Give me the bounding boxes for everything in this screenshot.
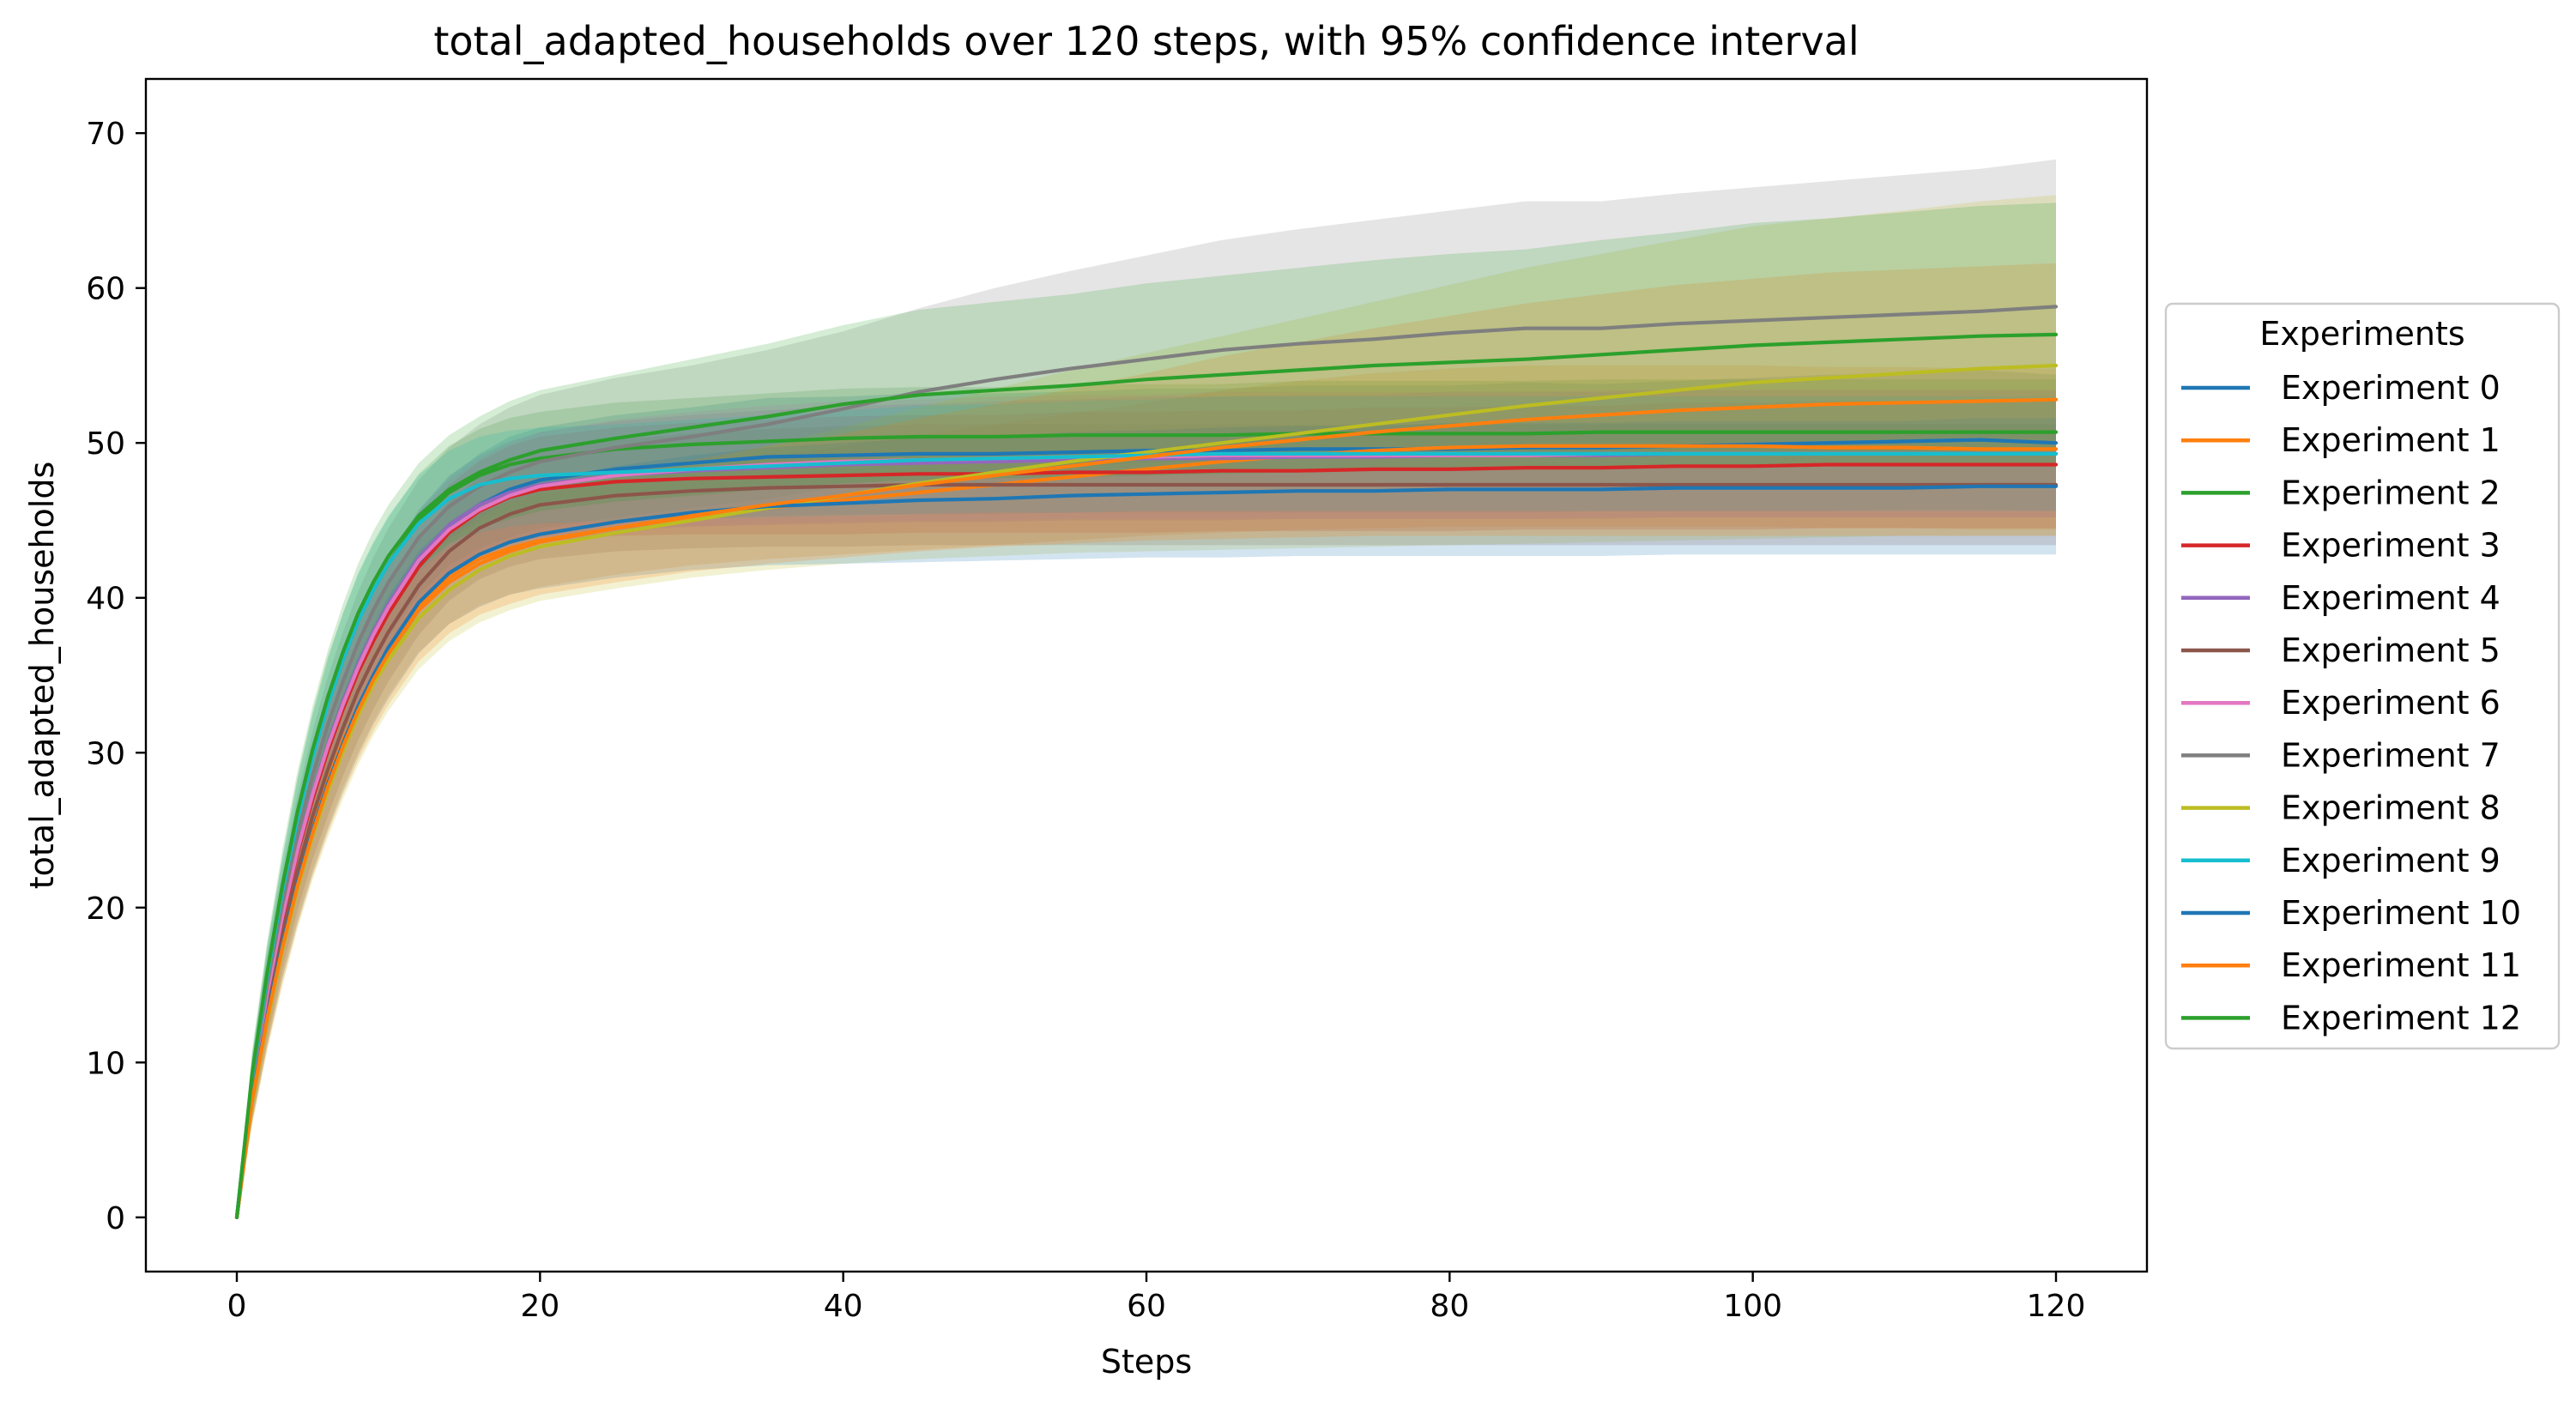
legend-item-experiment-0: Experiment 0 [2181,369,2500,407]
legend-label: Experiment 2 [2281,474,2500,511]
x-axis-label: Steps [1101,1343,1192,1381]
legend-item-experiment-4: Experiment 4 [2181,579,2500,617]
legend-item-experiment-12: Experiment 12 [2181,999,2521,1036]
legend-label: Experiment 0 [2281,369,2500,407]
legend-title: Experiments [2259,315,2464,353]
legend-item-experiment-2: Experiment 2 [2181,474,2500,511]
legend-label: Experiment 3 [2281,527,2500,565]
y-tick-label: 0 [106,1201,125,1236]
legend-item-experiment-10: Experiment 10 [2181,894,2521,932]
legend-item-experiment-8: Experiment 8 [2181,789,2500,827]
legend-item-experiment-7: Experiment 7 [2181,736,2500,774]
experiment-12-line [234,332,2059,1219]
y-axis-ticks: 0 10 20 30 40 50 60 70 [86,117,146,1236]
experiment-3-ci-band [237,401,2056,1218]
x-axis-ticks: 0 20 40 60 80 100 120 [227,1272,2086,1324]
experiment-10-ci-band [237,418,2056,1218]
experiment-4-ci-band [237,390,2056,1218]
experiment-8-ci-band [237,195,2056,1218]
y-tick-label: 20 [86,891,125,927]
legend-item-experiment-1: Experiment 1 [2181,421,2500,459]
legend-label: Experiment 8 [2281,789,2500,827]
x-tick-label: 0 [227,1289,247,1324]
y-tick-label: 60 [86,272,125,307]
x-tick-label: 100 [1723,1289,1782,1324]
legend-label: Experiment 12 [2281,999,2521,1036]
experiment-1-ci-band [237,366,2056,1218]
y-axis-label: total_adapted_households [23,462,61,890]
experiment-9-line [234,451,2059,1219]
chart-title: total_adapted_households over 120 steps,… [433,18,1859,64]
legend-label: Experiment 6 [2281,684,2500,722]
y-tick-label: 50 [86,426,125,462]
legend-item-experiment-5: Experiment 5 [2181,632,2500,669]
legend-label: Experiment 5 [2281,632,2500,669]
legend-item-experiment-11: Experiment 11 [2181,946,2521,984]
x-tick-label: 20 [520,1289,559,1324]
legend-label: Experiment 11 [2281,946,2521,984]
legend-item-experiment-6: Experiment 6 [2181,684,2500,722]
x-tick-label: 60 [1127,1289,1166,1324]
legend-item-experiment-3: Experiment 3 [2181,527,2500,565]
x-tick-label: 80 [1430,1289,1469,1324]
x-tick-label: 40 [824,1289,863,1324]
y-tick-label: 70 [86,117,125,152]
series-lines [234,305,2059,1219]
legend-label: Experiment 7 [2281,736,2500,774]
legend-items: Experiment 0 Experiment 1 Experiment 2 Expe… [2181,369,2521,1036]
experiment-7-ci-band [237,159,2056,1218]
legend-label: Experiment 9 [2281,842,2500,879]
experiment-11-line [234,397,2059,1219]
experiment-5-line [234,482,2059,1219]
legend-item-experiment-9: Experiment 9 [2181,842,2500,879]
legend-label: Experiment 1 [2281,421,2500,459]
x-tick-label: 120 [2027,1289,2086,1324]
y-tick-label: 40 [86,582,125,617]
legend-label: Experiment 10 [2281,894,2521,932]
y-tick-label: 30 [86,736,125,771]
experiment-11-ci-band [237,263,2056,1218]
experiment-5-ci-band [237,424,2056,1218]
experiment-9-ci-band [237,396,2056,1218]
legend-label: Experiment 4 [2281,579,2500,617]
experiment-6-ci-band [237,390,2056,1218]
legend-box [2164,302,2561,1050]
y-tick-label: 10 [86,1046,125,1081]
experiment-7-line [234,305,2059,1219]
